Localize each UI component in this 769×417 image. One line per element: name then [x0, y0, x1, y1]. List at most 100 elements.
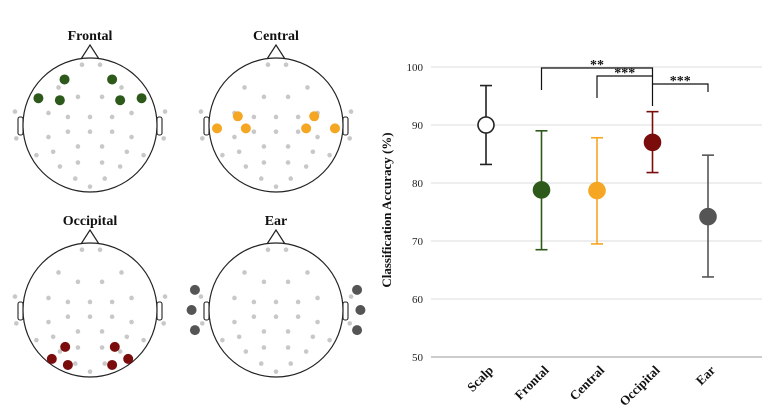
head-title: Occipital — [63, 214, 118, 229]
electrode — [285, 94, 291, 100]
electrode — [258, 361, 264, 366]
chart-marks — [477, 84, 717, 278]
left-ear-outline — [17, 301, 24, 321]
electrode — [295, 114, 301, 120]
selected-electrode — [60, 341, 71, 352]
electrode — [117, 164, 123, 169]
electrode — [265, 62, 271, 67]
head-map-occipital: Occipital — [12, 214, 168, 378]
electrode — [141, 337, 146, 343]
electrode — [285, 279, 291, 285]
electrode — [273, 314, 279, 320]
electrode — [46, 134, 51, 140]
electrode — [65, 314, 71, 320]
electrode — [198, 109, 204, 114]
electrode — [236, 149, 242, 155]
left-ear-outline — [203, 301, 210, 321]
electrode — [75, 144, 81, 149]
electrode — [109, 314, 115, 320]
mean-marker — [532, 181, 551, 199]
electrode — [285, 160, 291, 165]
electrode — [109, 114, 115, 120]
electrode — [99, 345, 105, 350]
electrode — [161, 136, 166, 141]
electrode — [251, 129, 257, 134]
bracket-line — [651, 83, 709, 106]
y-tick-label: 60 — [412, 294, 424, 306]
electrode — [65, 114, 71, 120]
selected-electrode — [240, 123, 251, 134]
right-ear-outline — [156, 301, 163, 321]
electrode — [283, 247, 289, 252]
electrode — [265, 247, 271, 252]
electrode — [46, 319, 51, 325]
electrode — [99, 144, 105, 149]
electrode — [97, 247, 103, 252]
y-tick-label: 70 — [412, 236, 424, 248]
electrode — [288, 361, 294, 366]
electrode — [124, 334, 130, 340]
head-outline — [208, 57, 344, 193]
electrode — [99, 279, 105, 285]
electrode-head-maps: Frontal Central Occipital Ear — [12, 29, 366, 378]
electrode — [119, 85, 124, 90]
selected-electrode — [355, 305, 366, 315]
mean-marker — [643, 133, 662, 152]
electrode — [46, 110, 51, 116]
electrode — [56, 85, 61, 90]
electrode — [295, 314, 301, 320]
left-ear-outline — [17, 116, 24, 136]
head-map-central: Central — [198, 29, 354, 193]
electrode — [99, 160, 105, 165]
electrode — [285, 329, 291, 334]
electrode — [273, 369, 279, 374]
electrode — [75, 160, 81, 165]
head-map-ear: Ear — [186, 214, 366, 378]
electrode — [87, 314, 93, 320]
nose-outline — [266, 228, 286, 245]
electrode — [87, 129, 93, 134]
electrode — [232, 295, 237, 301]
bracket-line — [596, 75, 654, 98]
electrode — [348, 294, 354, 299]
electrode — [79, 62, 85, 67]
head-outline — [22, 57, 158, 193]
head-map-frontal: Frontal — [12, 29, 168, 193]
electrode — [50, 149, 56, 155]
electrode — [109, 129, 115, 134]
electrode — [129, 319, 134, 325]
electrode — [243, 164, 249, 169]
electrode — [251, 114, 257, 120]
electrode — [75, 329, 81, 334]
x-tick-label: Central — [566, 362, 607, 403]
electrode — [87, 299, 93, 305]
electrode — [12, 109, 18, 114]
significance-bracket: ** — [540, 58, 654, 90]
series-point-central — [588, 136, 606, 245]
selected-electrode — [352, 325, 363, 336]
electrode — [305, 85, 310, 90]
head-title: Central — [253, 29, 299, 44]
electrode — [310, 334, 316, 340]
electrode — [87, 184, 93, 189]
y-tick-label: 90 — [412, 120, 424, 132]
electrode — [283, 62, 289, 67]
head-outline — [22, 242, 158, 378]
electrode — [102, 361, 108, 366]
series-point-frontal — [532, 130, 551, 251]
electrode — [72, 176, 78, 181]
x-axis-tick-labels: Scalp Frontal Central Occipital Ear — [464, 362, 718, 409]
electrode — [161, 321, 166, 326]
right-ear-outline — [156, 116, 163, 136]
electrode — [162, 109, 168, 114]
head-title: Ear — [265, 214, 288, 229]
electrode — [46, 295, 51, 301]
x-tick-label: Scalp — [464, 363, 496, 395]
mean-marker — [477, 116, 495, 134]
electrode — [273, 129, 279, 134]
x-tick-label: Frontal — [512, 362, 552, 402]
electrode — [75, 94, 81, 100]
electrode — [117, 349, 123, 354]
head-outline — [208, 242, 344, 378]
